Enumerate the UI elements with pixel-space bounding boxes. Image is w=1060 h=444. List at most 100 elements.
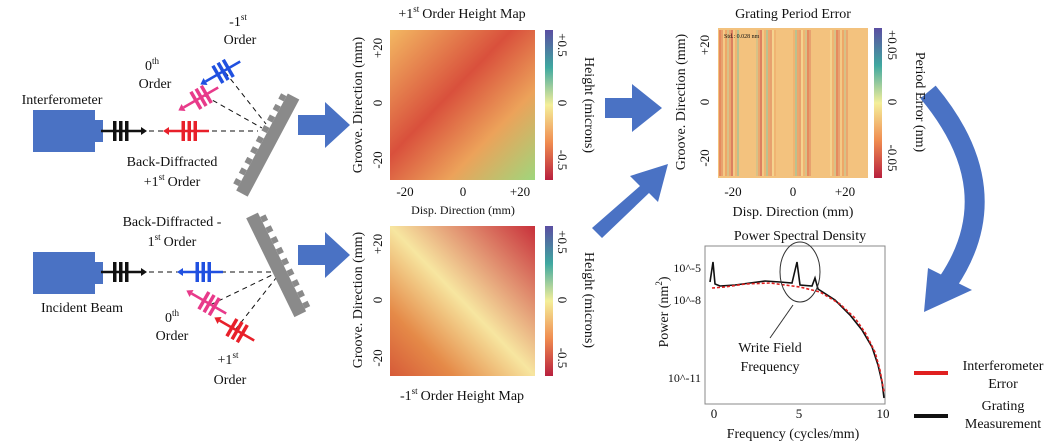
grating <box>231 91 299 197</box>
order-label: Back-Diffracted - <box>123 215 222 230</box>
x-tick-label: 0 <box>460 184 467 199</box>
colorbar-tick-label: -0.05 <box>885 144 900 171</box>
optic-tip <box>177 268 183 276</box>
y-label: Power (nm2) <box>654 276 672 347</box>
y-tick-label: -20 <box>370 151 385 168</box>
period-error: Grating Period Error Std.: 0.028 nm Groo… <box>674 7 927 220</box>
y-label: Groove. Direction (mm) <box>351 36 366 173</box>
y-tick-label: 10^-8 <box>673 293 701 307</box>
y-tick-label: -20 <box>697 149 712 166</box>
panel-title: Grating Period Error <box>735 7 851 22</box>
order-label: Order <box>139 77 172 92</box>
optic <box>101 121 147 141</box>
colorbar-tick-label: -0.5 <box>555 348 570 369</box>
colorbar-tick-label: 0 <box>885 99 900 106</box>
panel-title: +1stOrder Height Map <box>398 4 525 22</box>
source-label: Incident Beam <box>41 301 123 316</box>
optic <box>181 282 231 322</box>
order-label: Order <box>224 33 257 48</box>
legend-label: Grating <box>982 399 1025 414</box>
optic-tip <box>184 287 193 297</box>
y-label: Groove. Direction (mm) <box>351 231 366 368</box>
grating-body <box>236 93 299 196</box>
y-tick-label: 0 <box>697 99 712 106</box>
arrow <box>605 84 662 132</box>
colorbar-label: Height (microns) <box>581 252 596 348</box>
optics <box>101 53 312 349</box>
x-tick-label: 0 <box>790 184 797 199</box>
annotation: Frequency <box>740 360 799 375</box>
order-label: 0th <box>145 56 160 74</box>
colorbar-tick-label: +0.5 <box>555 230 570 254</box>
colorbar-label: Period Error (nm) <box>912 52 927 153</box>
colorbar <box>874 28 882 178</box>
optic-stem <box>192 294 227 314</box>
colorbar <box>545 30 553 180</box>
optic <box>163 121 209 141</box>
interferometer-box <box>33 110 95 152</box>
colorbar-tick-label: +0.5 <box>555 33 570 57</box>
optic-stem <box>220 321 255 341</box>
annotation-pointer <box>770 305 793 338</box>
annotation-ellipse <box>780 242 820 302</box>
x-label: Disp. Direction (mm) <box>411 203 515 217</box>
y-tick-label: +20 <box>697 35 712 55</box>
optic <box>173 79 223 119</box>
order-label: 0th <box>165 308 180 326</box>
x-tick-label: -20 <box>396 184 413 199</box>
top-setup: Interferometer 0th Order -1st Order Back… <box>22 12 266 190</box>
order-label: +1stOrder <box>144 172 201 190</box>
annotation: Write Field <box>738 341 802 356</box>
y-tick-label: +20 <box>370 234 385 254</box>
colorbar <box>545 226 553 376</box>
heatmap <box>718 28 868 178</box>
source-box <box>33 252 95 294</box>
legend-label: Interferometer <box>963 359 1044 374</box>
y-tick-label: 10^-5 <box>673 261 701 275</box>
legend-label: Error <box>988 377 1018 392</box>
figure: Interferometer 0th Order -1st Order Back… <box>0 0 1060 444</box>
heatmap <box>390 226 535 376</box>
interferometer-curve <box>712 283 884 392</box>
curved-arrow <box>928 92 975 282</box>
order-label: Order <box>214 373 247 388</box>
bottom-setup: Back-Diffracted - 1stOrder Incident Beam… <box>33 215 276 388</box>
colorbar-tick-label: 0 <box>555 100 570 107</box>
optic-tip <box>212 314 221 324</box>
x-tick-label: +20 <box>835 184 855 199</box>
legend-label: Measurement <box>965 417 1041 432</box>
height-map-minus: -1stOrder Height Map Groove. Direction (… <box>351 226 596 404</box>
optic-tip <box>141 127 147 135</box>
x-tick-label: -20 <box>724 184 741 199</box>
x-tick-label: 10 <box>877 406 890 421</box>
psd: Power Spectral Density Write Field Frequ… <box>654 229 1044 442</box>
x-tick-label: 5 <box>796 406 803 421</box>
x-tick-label: +20 <box>510 184 530 199</box>
optic-tip <box>163 127 169 135</box>
stat-label: Std.: 0.028 nm <box>724 34 760 40</box>
x-tick-label: 0 <box>711 406 718 421</box>
colorbar-label: Height (microns) <box>581 57 596 153</box>
y-tick-label: 10^-11 <box>668 371 701 385</box>
x-label: Frequency (cycles/mm) <box>727 427 860 442</box>
optic <box>209 309 259 349</box>
y-tick-label: -20 <box>370 349 385 366</box>
beam <box>225 72 266 124</box>
panel-title: -1stOrder Height Map <box>400 386 524 404</box>
optic-stem <box>184 88 219 108</box>
colorbar-tick-label: 0 <box>555 297 570 304</box>
optic <box>101 262 147 282</box>
grating-body <box>246 213 306 318</box>
colorbar-tick-label: -0.5 <box>555 150 570 171</box>
order-label: Back-Diffracted <box>127 155 218 170</box>
arrow <box>592 164 668 238</box>
heatmap <box>390 30 535 180</box>
optic-tip <box>176 104 185 114</box>
source-label: Interferometer <box>22 93 103 108</box>
y-label: Groove. Direction (mm) <box>674 33 689 170</box>
order-label: 1stOrder <box>148 232 197 250</box>
optic <box>177 262 223 282</box>
arrow <box>298 232 350 278</box>
grating-curve <box>710 262 884 398</box>
optic-tip <box>141 268 147 276</box>
